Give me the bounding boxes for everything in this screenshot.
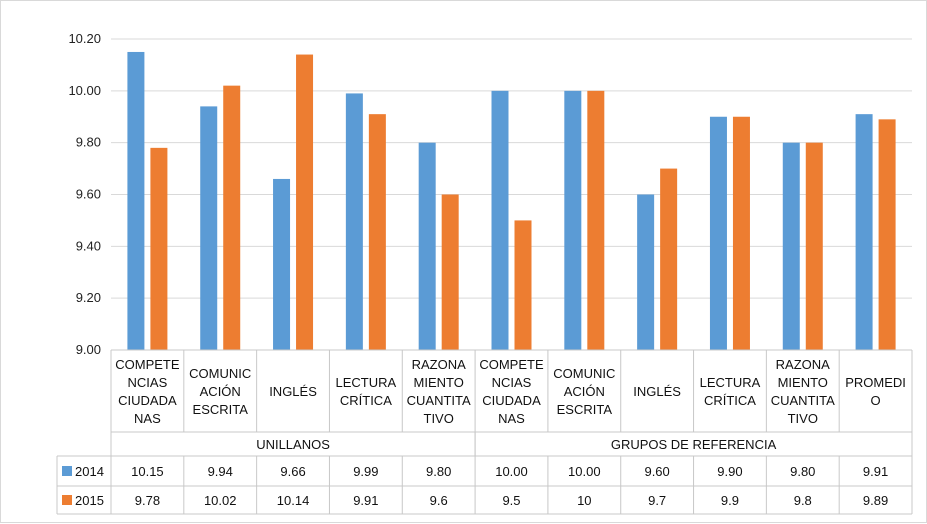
data-cell: 10.14 — [277, 493, 310, 508]
y-tick-label: 10.20 — [68, 31, 101, 46]
category-label: ACIÓN — [564, 384, 605, 399]
y-tick-label: 9.80 — [76, 135, 101, 150]
bar-2014-0 — [127, 51, 145, 350]
data-cell: 9.66 — [280, 464, 305, 479]
data-cell: 10.00 — [495, 464, 528, 479]
bar-2014-3 — [345, 93, 363, 351]
category-label: CIUDADA — [118, 393, 177, 408]
category-label: ACIÓN — [200, 384, 241, 399]
category-label: CRÍTICA — [340, 393, 392, 408]
data-cell: 9.99 — [353, 464, 378, 479]
bar-2014-7 — [637, 194, 655, 350]
bar-2014-1 — [200, 106, 218, 350]
category-label: COMPETE — [115, 357, 180, 372]
category-label: LECTURA — [336, 375, 397, 390]
bar-2015-3 — [368, 114, 386, 351]
category-label: TIVO — [788, 411, 818, 426]
data-cell: 9.60 — [644, 464, 669, 479]
bar-2015-8 — [732, 116, 750, 350]
bar-2014-8 — [709, 116, 727, 350]
data-cell: 10.15 — [131, 464, 164, 479]
data-cell: 9.9 — [721, 493, 739, 508]
bar-2014-6 — [564, 90, 582, 350]
bar-2015-0 — [150, 147, 168, 350]
bar-2014-10 — [855, 114, 873, 351]
bar-2014-2 — [273, 178, 291, 350]
category-label: TIVO — [424, 411, 454, 426]
category-label: INGLÉS — [633, 384, 681, 399]
category-label: CIUDADA — [482, 393, 541, 408]
category-label: MIENTO — [778, 375, 828, 390]
y-tick-label: 9.20 — [76, 290, 101, 305]
category-label: ESCRITA — [193, 402, 249, 417]
bar-2014-5 — [491, 90, 509, 350]
category-label: INGLÉS — [269, 384, 317, 399]
y-tick-label: 10.00 — [68, 83, 101, 98]
bar-2015-9 — [805, 142, 823, 350]
category-label: COMPETE — [479, 357, 544, 372]
legend-label: 2014 — [75, 464, 104, 479]
data-cell: 9.5 — [502, 493, 520, 508]
category-label: NCIAS — [128, 375, 168, 390]
data-cell: 9.7 — [648, 493, 666, 508]
data-cell: 9.90 — [717, 464, 742, 479]
bar-2014-9 — [782, 142, 800, 350]
category-label: LECTURA — [700, 375, 761, 390]
category-label: RAZONA — [776, 357, 831, 372]
data-cell: 9.80 — [426, 464, 451, 479]
data-cell: 9.6 — [430, 493, 448, 508]
data-cell: 10.02 — [204, 493, 237, 508]
data-cell: 9.91 — [353, 493, 378, 508]
category-label: MIENTO — [414, 375, 464, 390]
bar-2015-4 — [441, 194, 459, 350]
bar-2015-6 — [587, 90, 605, 350]
category-label: NCIAS — [492, 375, 532, 390]
bar-2014-4 — [418, 142, 436, 350]
legend-label: 2015 — [75, 493, 104, 508]
bar-2015-5 — [514, 220, 532, 350]
category-label: CUANTITA — [407, 393, 471, 408]
category-label: NAS — [134, 411, 161, 426]
data-cell: 9.8 — [794, 493, 812, 508]
data-cell: 9.94 — [208, 464, 233, 479]
category-label: RAZONA — [412, 357, 467, 372]
category-label: CUANTITA — [771, 393, 835, 408]
y-tick-label: 9.60 — [76, 187, 101, 202]
data-cell: 9.78 — [135, 493, 160, 508]
data-cell: 9.89 — [863, 493, 888, 508]
bar-2015-7 — [660, 168, 678, 350]
category-label: ESCRITA — [557, 402, 613, 417]
bar-2015-10 — [878, 119, 896, 350]
category-label: NAS — [498, 411, 525, 426]
y-tick-label: 9.40 — [76, 238, 101, 253]
legend-swatch-2015 — [62, 495, 72, 505]
group-label: UNILLANOS — [256, 437, 330, 452]
group-label: GRUPOS DE REFERENCIA — [611, 437, 777, 452]
data-cell: 10.00 — [568, 464, 601, 479]
category-label: COMUNIC — [553, 366, 615, 381]
data-cell: 10 — [577, 493, 591, 508]
data-cell: 9.91 — [863, 464, 888, 479]
category-label: COMUNIC — [189, 366, 251, 381]
bar-2015-2 — [296, 54, 314, 351]
category-label: CRÍTICA — [704, 393, 756, 408]
category-label: O — [871, 393, 881, 408]
y-tick-label: 9.00 — [76, 342, 101, 357]
category-label: PROMEDI — [845, 375, 906, 390]
data-cell: 9.80 — [790, 464, 815, 479]
bar-2015-1 — [223, 85, 241, 351]
legend-swatch-2014 — [62, 466, 72, 476]
